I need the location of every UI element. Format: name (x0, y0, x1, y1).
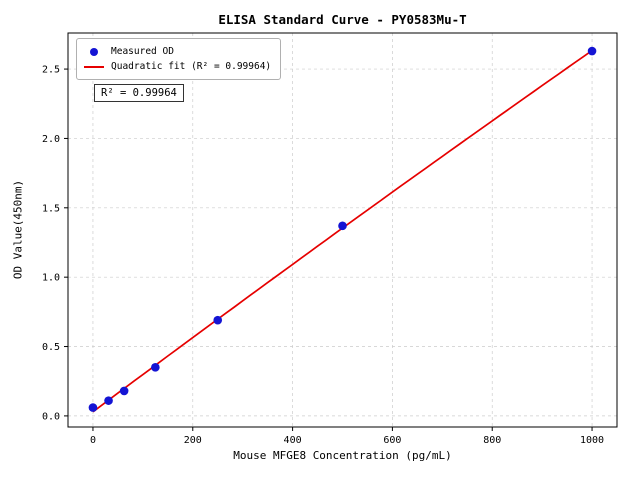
y-axis-label: OD Value(450nm) (11, 179, 25, 280)
x-tick-label: 800 (483, 435, 501, 446)
y-tick-label: 1.0 (42, 273, 60, 284)
legend-label-quadratic-fit: Quadratic fit (R² = 0.99964) (111, 61, 272, 72)
data-point (213, 315, 223, 325)
data-point (119, 386, 129, 396)
data-point (104, 396, 113, 405)
legend-item-quadratic-fit: Quadratic fit (R² = 0.99964) (84, 59, 271, 74)
x-tick-label: 1000 (580, 435, 604, 446)
y-tick-label: 1.5 (42, 203, 60, 214)
x-tick-label: 600 (383, 435, 401, 446)
x-tick-label: 200 (184, 435, 202, 446)
legend-label-measured-od: Measured OD (111, 46, 174, 57)
data-point (587, 46, 597, 56)
data-point (88, 403, 98, 412)
legend-line-marker-icon (84, 65, 104, 68)
r-squared-annotation: R² = 0.99964 (94, 84, 184, 102)
x-tick-label: 400 (284, 435, 302, 446)
y-tick-label: 0.0 (42, 411, 60, 422)
chart-title: ELISA Standard Curve - PY0583Mu-T (218, 12, 467, 27)
legend: Measured OD Quadratic fit (R² = 0.99964) (76, 38, 282, 80)
legend-point-marker-icon (90, 47, 98, 56)
y-tick-label: 0.5 (42, 342, 60, 353)
plot-border (67, 32, 618, 428)
x-tick-label: 0 (90, 435, 96, 446)
legend-item-measured-od: Measured OD (84, 44, 271, 59)
y-tick-label: 2.0 (42, 134, 60, 145)
data-point (151, 363, 160, 372)
data-point (338, 221, 347, 231)
x-axis-label: Mouse MFGE8 Concentration (pg/mL) (233, 449, 452, 462)
quadratic-fit-line (92, 49, 593, 413)
y-tick-label: 2.5 (42, 65, 60, 76)
